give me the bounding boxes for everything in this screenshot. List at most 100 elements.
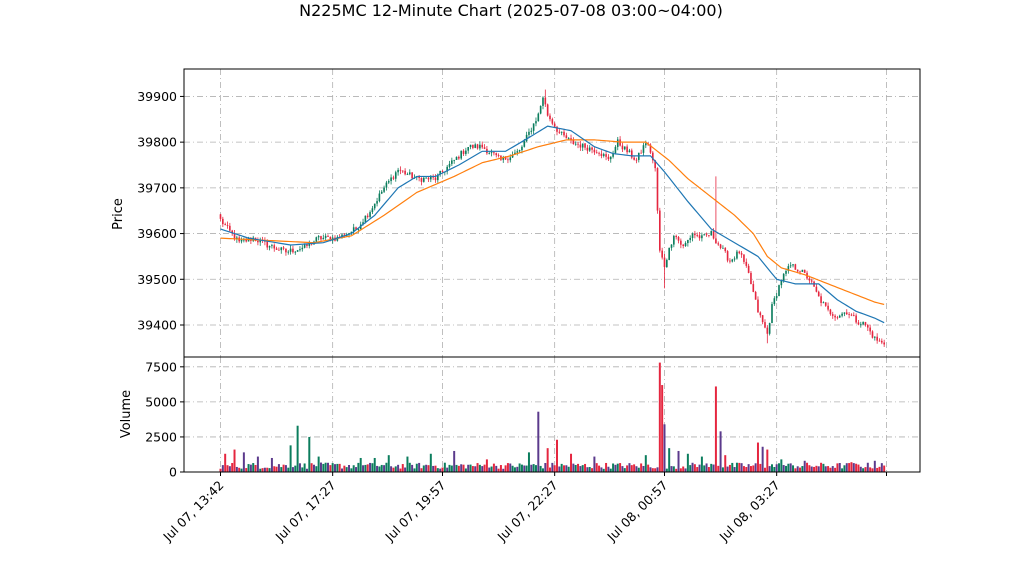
candle-body — [869, 327, 871, 332]
volume-bar — [406, 456, 409, 472]
volume-bar — [443, 462, 446, 472]
candle-body — [668, 247, 670, 260]
volume-bar — [245, 468, 248, 472]
volume-bar — [656, 467, 659, 472]
x-tick-label: Jul 08, 00:57 — [603, 478, 670, 545]
volume-bar — [714, 386, 717, 472]
volume-bar — [516, 466, 519, 472]
volume-bar — [876, 467, 879, 472]
candle-body — [883, 342, 885, 345]
candle-body — [308, 242, 311, 246]
candle-body — [773, 298, 776, 305]
candle-body — [369, 212, 371, 217]
volume-bar — [357, 462, 360, 472]
volume-bar — [598, 465, 601, 472]
candle-body — [694, 233, 696, 236]
volume-bar — [455, 464, 458, 472]
volume-bar — [773, 466, 776, 472]
candle-body — [666, 259, 668, 268]
volume-bar — [738, 462, 741, 472]
volume-bar — [268, 468, 271, 472]
candle-body — [640, 152, 642, 154]
candle-body — [799, 271, 801, 273]
candle-body — [280, 247, 283, 251]
volume-bar — [600, 467, 603, 472]
volume-bar — [520, 464, 523, 472]
volume-bar — [350, 468, 353, 472]
volume-bar — [397, 464, 400, 472]
candle-body — [855, 315, 857, 323]
candle-body — [565, 135, 568, 139]
volume-bar — [763, 467, 766, 472]
candle-body — [593, 149, 596, 153]
candle-body — [584, 143, 586, 148]
volume-bar — [305, 468, 308, 472]
volume-bar — [247, 464, 250, 472]
volume-bar — [565, 465, 568, 472]
candle-body — [724, 247, 727, 252]
volume-bar — [327, 462, 329, 472]
candle-body — [579, 144, 582, 148]
volume-bar — [563, 465, 566, 472]
volume-bar — [425, 464, 428, 472]
volume-bar — [735, 462, 738, 472]
candle-body — [376, 201, 378, 204]
volume-bar — [219, 468, 222, 472]
candle-body — [738, 251, 741, 254]
volume-bar — [605, 462, 608, 472]
candle-body — [460, 150, 463, 159]
candle-body — [859, 324, 862, 326]
volume-bar — [560, 463, 563, 472]
volume-bar — [551, 462, 554, 472]
candle-body — [357, 229, 360, 230]
volume-bars — [219, 362, 886, 472]
candle-body — [621, 145, 624, 150]
candle-body — [675, 235, 678, 238]
volume-bar — [577, 463, 580, 472]
volume-bar — [553, 465, 556, 472]
volume-bar — [362, 465, 365, 472]
candle-body — [654, 160, 656, 169]
candle-body — [437, 174, 439, 181]
candle-body — [740, 253, 743, 255]
volume-bar — [513, 467, 516, 472]
candle-body — [523, 141, 526, 147]
candle-body — [845, 312, 848, 315]
volume-bar — [497, 468, 500, 472]
volume-bar — [376, 465, 379, 472]
candle-body — [285, 248, 287, 253]
candle-body — [362, 222, 364, 225]
candle-body — [687, 239, 689, 244]
volume-bar — [754, 463, 757, 472]
candle-body — [350, 231, 353, 234]
candle-body — [392, 177, 395, 179]
candle-body — [219, 214, 222, 219]
volume-bar — [686, 453, 689, 472]
volume-bar — [518, 463, 521, 472]
volume-bar — [401, 464, 404, 472]
candle-body — [422, 177, 425, 182]
volume-bar — [453, 450, 456, 472]
candle-body — [558, 131, 561, 133]
candle-body — [420, 178, 423, 182]
candle-body — [719, 244, 722, 248]
volume-bar — [341, 468, 344, 472]
volume-bar — [404, 467, 407, 472]
candle-body — [329, 236, 332, 241]
price-y-tick-label: 39700 — [137, 180, 177, 195]
volume-bar — [866, 462, 869, 472]
candle-body — [572, 140, 575, 145]
volume-bar — [820, 462, 823, 472]
candle-body — [462, 150, 465, 154]
volume-bar — [352, 465, 355, 472]
volume-bar — [626, 465, 629, 472]
candle-body — [399, 169, 402, 171]
volume-bar — [745, 467, 748, 472]
candle-body — [535, 121, 537, 124]
volume-bar — [661, 385, 664, 472]
volume-bar — [808, 465, 811, 472]
candle-body — [605, 154, 607, 157]
candle-body — [696, 235, 699, 236]
volume-bar — [296, 425, 299, 472]
candle-body — [551, 119, 554, 124]
